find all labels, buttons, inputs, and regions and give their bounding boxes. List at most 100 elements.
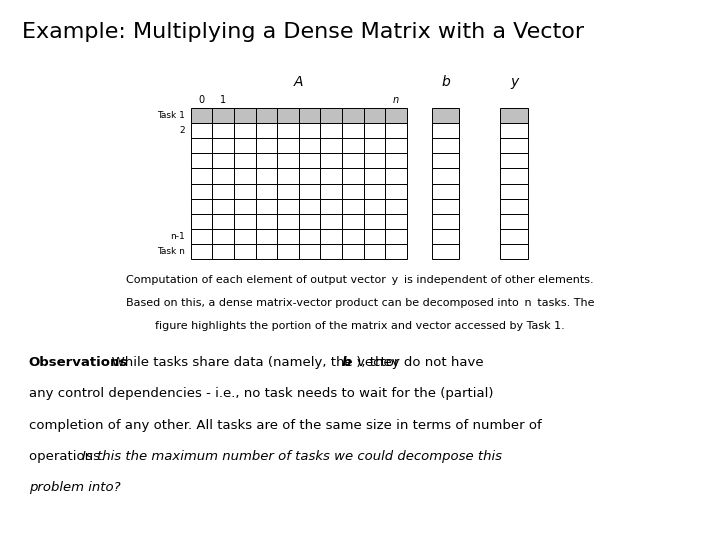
Bar xyxy=(364,138,385,153)
Bar xyxy=(212,168,234,184)
Bar xyxy=(432,244,459,259)
Text: Computation of each element of output vector  y  is independent of other element: Computation of each element of output ve… xyxy=(126,275,594,286)
Bar xyxy=(212,184,234,199)
Bar xyxy=(320,214,342,229)
Bar xyxy=(320,229,342,244)
Bar xyxy=(256,138,277,153)
Bar xyxy=(342,138,364,153)
Bar xyxy=(500,214,528,229)
Bar xyxy=(212,229,234,244)
Bar xyxy=(212,153,234,168)
Text: 0: 0 xyxy=(199,95,204,105)
Bar xyxy=(320,138,342,153)
Bar xyxy=(299,108,320,123)
Bar xyxy=(320,108,342,123)
Bar xyxy=(385,244,407,259)
Bar xyxy=(234,199,256,214)
Bar xyxy=(432,108,459,123)
Bar xyxy=(385,153,407,168)
Bar xyxy=(432,138,459,153)
Bar xyxy=(277,184,299,199)
Bar xyxy=(432,199,459,214)
Bar xyxy=(342,184,364,199)
Text: any control dependencies - i.e., no task needs to wait for the (partial): any control dependencies - i.e., no task… xyxy=(29,387,493,400)
Bar xyxy=(277,168,299,184)
Bar xyxy=(234,184,256,199)
Bar xyxy=(234,108,256,123)
Bar xyxy=(191,214,212,229)
Bar xyxy=(320,153,342,168)
Bar xyxy=(277,229,299,244)
Bar xyxy=(256,229,277,244)
Bar xyxy=(277,123,299,138)
Bar xyxy=(320,244,342,259)
Bar xyxy=(277,244,299,259)
Bar xyxy=(364,214,385,229)
Bar xyxy=(342,153,364,168)
Text: 2: 2 xyxy=(179,126,185,135)
Bar xyxy=(432,214,459,229)
Bar xyxy=(212,123,234,138)
Bar xyxy=(500,199,528,214)
Bar xyxy=(256,153,277,168)
Bar xyxy=(364,184,385,199)
Bar xyxy=(256,123,277,138)
Bar xyxy=(277,214,299,229)
Bar xyxy=(500,153,528,168)
Bar xyxy=(299,123,320,138)
Text: Observations: Observations xyxy=(29,356,128,369)
Bar xyxy=(191,138,212,153)
Bar xyxy=(256,199,277,214)
Bar xyxy=(364,229,385,244)
Bar xyxy=(385,214,407,229)
Text: problem into?: problem into? xyxy=(29,481,120,494)
Text: operations.: operations. xyxy=(29,450,108,463)
Bar xyxy=(256,214,277,229)
Bar xyxy=(342,244,364,259)
Bar xyxy=(320,168,342,184)
Bar xyxy=(299,168,320,184)
Bar xyxy=(277,138,299,153)
Bar xyxy=(234,214,256,229)
Text: completion of any other. All tasks are of the same size in terms of number of: completion of any other. All tasks are o… xyxy=(29,418,541,431)
Bar xyxy=(364,199,385,214)
Text: ), they do not have: ), they do not have xyxy=(352,356,484,369)
Bar xyxy=(385,184,407,199)
Bar xyxy=(191,168,212,184)
Bar xyxy=(191,108,212,123)
Bar xyxy=(234,138,256,153)
Text: Is this the maximum number of tasks we could decompose this: Is this the maximum number of tasks we c… xyxy=(82,450,502,463)
Bar xyxy=(500,244,528,259)
Bar xyxy=(500,184,528,199)
Bar xyxy=(191,184,212,199)
Bar xyxy=(432,153,459,168)
Bar xyxy=(191,229,212,244)
Bar xyxy=(385,168,407,184)
Bar xyxy=(364,168,385,184)
Bar xyxy=(432,123,459,138)
Bar xyxy=(299,229,320,244)
Bar xyxy=(256,168,277,184)
Bar xyxy=(432,184,459,199)
Text: : While tasks share data (namely, the vector: : While tasks share data (namely, the ve… xyxy=(103,356,404,369)
Bar xyxy=(342,199,364,214)
Bar xyxy=(364,108,385,123)
Text: Task 1: Task 1 xyxy=(157,111,185,120)
Bar xyxy=(432,168,459,184)
Bar xyxy=(364,244,385,259)
Bar xyxy=(320,199,342,214)
Bar xyxy=(191,199,212,214)
Bar xyxy=(342,229,364,244)
Bar xyxy=(299,184,320,199)
Bar xyxy=(234,229,256,244)
Bar xyxy=(191,153,212,168)
Bar xyxy=(212,244,234,259)
Bar xyxy=(299,138,320,153)
Bar xyxy=(256,184,277,199)
Bar xyxy=(191,244,212,259)
Bar xyxy=(212,214,234,229)
Bar xyxy=(299,199,320,214)
Bar xyxy=(277,108,299,123)
Bar xyxy=(234,123,256,138)
Bar xyxy=(212,108,234,123)
